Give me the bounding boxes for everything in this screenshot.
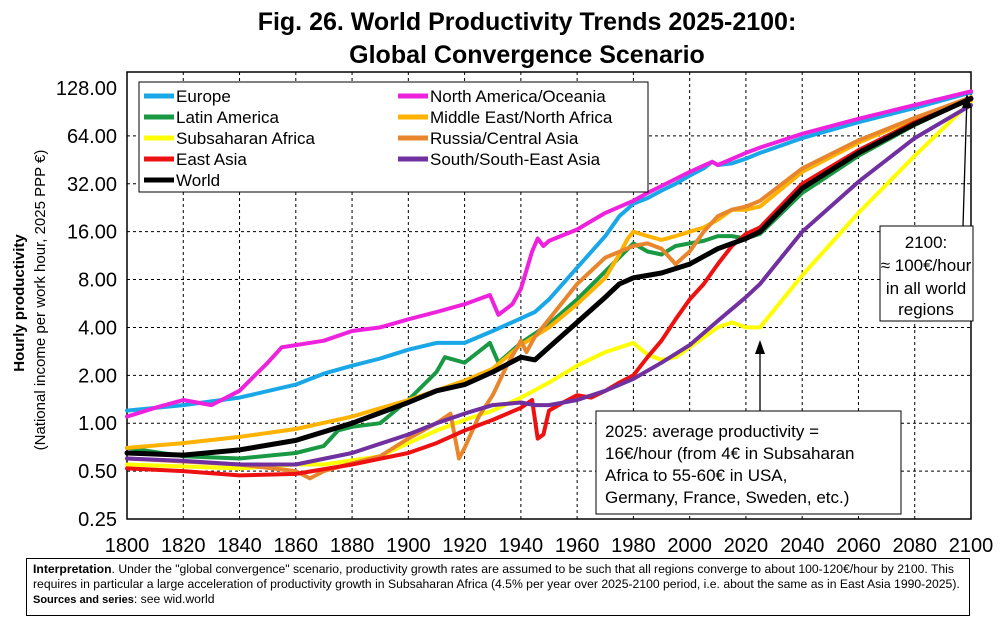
legend-label-world: World: [176, 171, 220, 190]
annotation-2100-line1: 2100:: [905, 233, 948, 252]
x-tick-label: 1880: [330, 535, 375, 557]
sources-tail: : see wid.world: [133, 592, 215, 606]
legend-label-middle-east-north-africa: Middle East/North Africa: [430, 108, 613, 127]
legend-label-north-america-oceania: North America/Oceania: [430, 87, 606, 106]
series-line-middle-east-north-africa: [125, 95, 973, 450]
annotation-2100-line3: in all world: [886, 279, 966, 298]
y-tick-label: 16.00: [67, 222, 117, 244]
legend-label-europe: Europe: [176, 87, 231, 106]
annotation-2025-line1: 2025: average productivity =: [605, 422, 819, 441]
legend: Europe North America/Oceania Latin America…: [138, 81, 649, 193]
annotation-2025-line2: 16€/hour (from 4€ in Subsaharan: [605, 444, 855, 463]
annotation-2100-arrowhead: [962, 94, 972, 108]
x-tick-label: 1900: [386, 535, 431, 557]
x-tick-label: 2100: [949, 535, 994, 557]
productivity-chart: Fig. 26. World Productivity Trends 2025-…: [11, 8, 994, 557]
interpretation-text: . Under the "global convergence" scenari…: [33, 562, 960, 591]
y-tick-label: 64.00: [67, 126, 117, 148]
legend-label-latin-america: Latin America: [176, 108, 280, 127]
x-tick-label: 2020: [724, 535, 769, 557]
x-tick-label: 2080: [892, 535, 937, 557]
chart-title-line1: Fig. 26. World Productivity Trends 2025-…: [258, 8, 797, 36]
series-line-russia-central-asia: [125, 95, 973, 481]
y-tick-label: 4.00: [78, 317, 117, 339]
x-tick-label: 2060: [836, 535, 881, 557]
x-tick-label: 2000: [667, 535, 712, 557]
x-tick-label: 1960: [555, 535, 600, 557]
x-tick-label: 1920: [442, 535, 487, 557]
x-axis-ticks: 1800 1820 1840 1860 1880 1900 1920 1940 1960 1980…: [105, 535, 994, 557]
legend-label-south-south-east-asia: South/South-East Asia: [430, 150, 601, 169]
series-line-world: [124, 96, 974, 458]
x-tick-label: 1800: [105, 535, 150, 557]
annotation-2025-line3: Africa to 55-60€ in USA,: [605, 466, 787, 485]
series-line-north-america-oceania: [125, 89, 973, 419]
annotation-2100: 2100: ≈ 100€/hour in all world regions: [879, 94, 974, 322]
annotation-2025-box: [595, 410, 902, 515]
annotation-2025-arrowhead: [755, 340, 765, 354]
y-axis-ticks: 0.25 0.50 1.00 2.00 4.00 8.00 16.00 32.00 64.00 1…: [56, 78, 117, 531]
x-tick-label: 2040: [780, 535, 825, 557]
y-axis-title: Hourly productivity: [11, 234, 28, 372]
legend-label-russia-central-asia: Russia/Central Asia: [430, 129, 579, 148]
y-tick-label: 0.25: [78, 509, 117, 531]
annotation-2100-line4: regions: [898, 300, 954, 319]
annotation-2025-line4: Germany, France, Sweden, etc.): [605, 488, 849, 507]
y-tick-label: 2.00: [78, 365, 117, 387]
y-tick-label: 32.00: [67, 174, 117, 196]
x-tick-label: 1840: [217, 535, 262, 557]
x-tick-label: 1980: [611, 535, 656, 557]
series-lines: [124, 89, 974, 481]
y-tick-label: 1.00: [78, 413, 117, 435]
y-axis-subtitle: (National income per work hour, 2025 PPP…: [32, 150, 49, 451]
series-line-europe: [125, 90, 973, 413]
x-tick-label: 1820: [161, 535, 206, 557]
legend-label-subsaharan-africa: Subsaharan Africa: [176, 129, 315, 148]
annotation-2100-arrow: [962, 95, 968, 227]
chart-title-line2: Global Convergence Scenario: [349, 41, 705, 69]
series-line-south-south-east-asia: [125, 103, 973, 467]
y-tick-label: 8.00: [78, 270, 117, 292]
y-tick-label: 0.50: [78, 461, 117, 483]
sources-label: Sources and series: [33, 594, 134, 606]
x-tick-label: 1940: [499, 535, 544, 557]
legend-box: [138, 81, 649, 193]
interpretation-label: Interpretation: [33, 562, 112, 576]
interpretation-note: Interpretation. Under the "global conver…: [26, 558, 970, 616]
y-tick-label: 128.00: [56, 78, 117, 100]
annotation-2100-line2: ≈ 100€/hour: [881, 256, 972, 275]
annotation-2100-box: [879, 225, 974, 322]
annotation-2025: 2025: average productivity = 16€/hour (f…: [595, 340, 902, 515]
x-tick-label: 1860: [274, 535, 319, 557]
legend-label-east-asia: East Asia: [176, 150, 247, 169]
